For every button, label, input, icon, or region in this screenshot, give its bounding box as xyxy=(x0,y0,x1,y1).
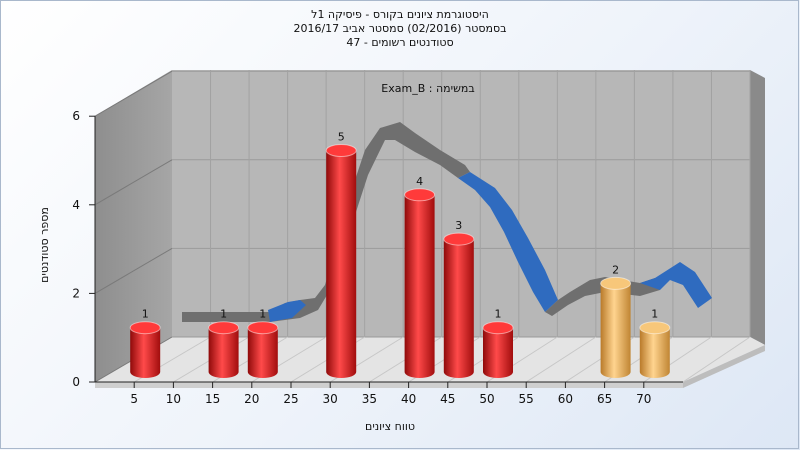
x-tick-label: 35 xyxy=(362,392,377,406)
x-tick-label: 5 xyxy=(130,392,138,406)
x-tick-label: 30 xyxy=(323,392,338,406)
plot-floor-side xyxy=(683,345,765,388)
x-axis-title: טווח ציונים xyxy=(365,420,415,433)
bar-body xyxy=(404,194,435,378)
bars-group: 1 1 1 5 4 3 1 2 1 xyxy=(129,131,671,378)
x-tick-label: 65 xyxy=(597,392,612,406)
bar-body xyxy=(326,150,357,378)
x-tick-label: 70 xyxy=(636,392,651,406)
curve-segment-blue xyxy=(640,262,712,308)
bar-top xyxy=(482,321,514,335)
x-tick-label: 15 xyxy=(205,392,220,406)
bar-value-label: 1 xyxy=(142,308,149,321)
curve-segment-gray xyxy=(545,277,660,316)
chart-title-line-3: סטודנטים רשומים - 47 xyxy=(346,36,454,49)
y-tick-label: 2 xyxy=(72,286,80,300)
y-axis-title: מספר סטודנטים xyxy=(38,207,51,283)
curve-segment-blue xyxy=(458,172,558,312)
bar-top xyxy=(325,144,357,157)
bar-value-label: 1 xyxy=(259,308,266,321)
x-tick-label: 20 xyxy=(244,392,259,406)
bar-top xyxy=(129,321,161,335)
grid-line-floor xyxy=(525,336,597,383)
plot-floor-edge xyxy=(95,382,683,388)
bar-value-label: 2 xyxy=(612,263,619,276)
bar-value-label: 1 xyxy=(495,308,502,321)
annotation-label: Exam_B : במשימה xyxy=(381,82,474,95)
grid-line-left-wall xyxy=(94,247,173,294)
bar-top xyxy=(600,276,632,290)
x-tick-label: 10 xyxy=(166,392,181,406)
x-tick-label: 40 xyxy=(401,392,416,406)
bar-top xyxy=(404,188,436,202)
y-tick-label: 6 xyxy=(72,109,80,123)
chart-title-line-2: בסמסטר (02/2016) סמסטר אביב 2016/17 xyxy=(293,22,507,35)
bar-body xyxy=(483,327,513,378)
x-tick-label: 60 xyxy=(558,392,573,406)
chart-title-line-1: היסטוגרמת ציונים בקורס - פיסיקה 1ל xyxy=(311,8,489,21)
grid-line-left-wall xyxy=(94,70,173,117)
bar-body xyxy=(443,239,474,378)
plot-back-wall xyxy=(172,70,750,337)
grid-line-floor xyxy=(682,336,751,383)
x-tick-label: 55 xyxy=(519,392,534,406)
bar-body xyxy=(247,327,278,378)
bar-top xyxy=(639,321,671,335)
bar-body xyxy=(130,327,161,378)
bar-value-label: 5 xyxy=(338,131,345,144)
bar-body xyxy=(208,327,239,378)
bar-body xyxy=(639,327,670,378)
plot-left-wall xyxy=(95,70,172,382)
bar-value-label: 3 xyxy=(455,219,462,232)
plot-right-side xyxy=(750,70,765,345)
bar-value-label: 1 xyxy=(651,308,658,321)
bar-body xyxy=(600,283,631,378)
bar-value-label: 1 xyxy=(220,308,227,321)
bar-top xyxy=(443,232,475,246)
curve-segment-blue xyxy=(268,300,306,322)
x-tick-label: 25 xyxy=(283,392,298,406)
curve-segment-gray xyxy=(182,122,470,322)
bar-value-label: 4 xyxy=(416,175,423,188)
bar-top xyxy=(247,321,279,335)
y-tick-label: 0 xyxy=(72,375,80,389)
distribution-curve xyxy=(182,122,712,322)
bar-top xyxy=(208,321,240,335)
x-tick-label: 50 xyxy=(479,392,494,406)
x-tick-label: 45 xyxy=(440,392,455,406)
grid-line-left-wall xyxy=(94,159,173,206)
y-tick-label: 4 xyxy=(72,198,80,212)
